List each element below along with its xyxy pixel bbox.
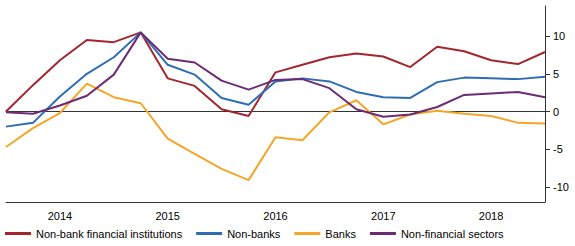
svg-text:2018: 2018 <box>479 210 503 222</box>
svg-text:2014: 2014 <box>48 210 72 222</box>
svg-text:-5: -5 <box>553 143 563 155</box>
svg-text:-10: -10 <box>553 181 569 193</box>
svg-text:Non-financial sectors: Non-financial sectors <box>401 228 504 240</box>
svg-text:2017: 2017 <box>371 210 395 222</box>
svg-text:Banks: Banks <box>325 228 356 240</box>
svg-text:Non-bank financial institution: Non-bank financial institutions <box>36 228 183 240</box>
svg-text:Non-banks: Non-banks <box>227 228 281 240</box>
svg-text:5: 5 <box>553 68 559 80</box>
svg-text:2015: 2015 <box>155 210 179 222</box>
svg-text:2016: 2016 <box>263 210 287 222</box>
svg-text:10: 10 <box>553 30 565 42</box>
svg-text:0: 0 <box>553 106 559 118</box>
